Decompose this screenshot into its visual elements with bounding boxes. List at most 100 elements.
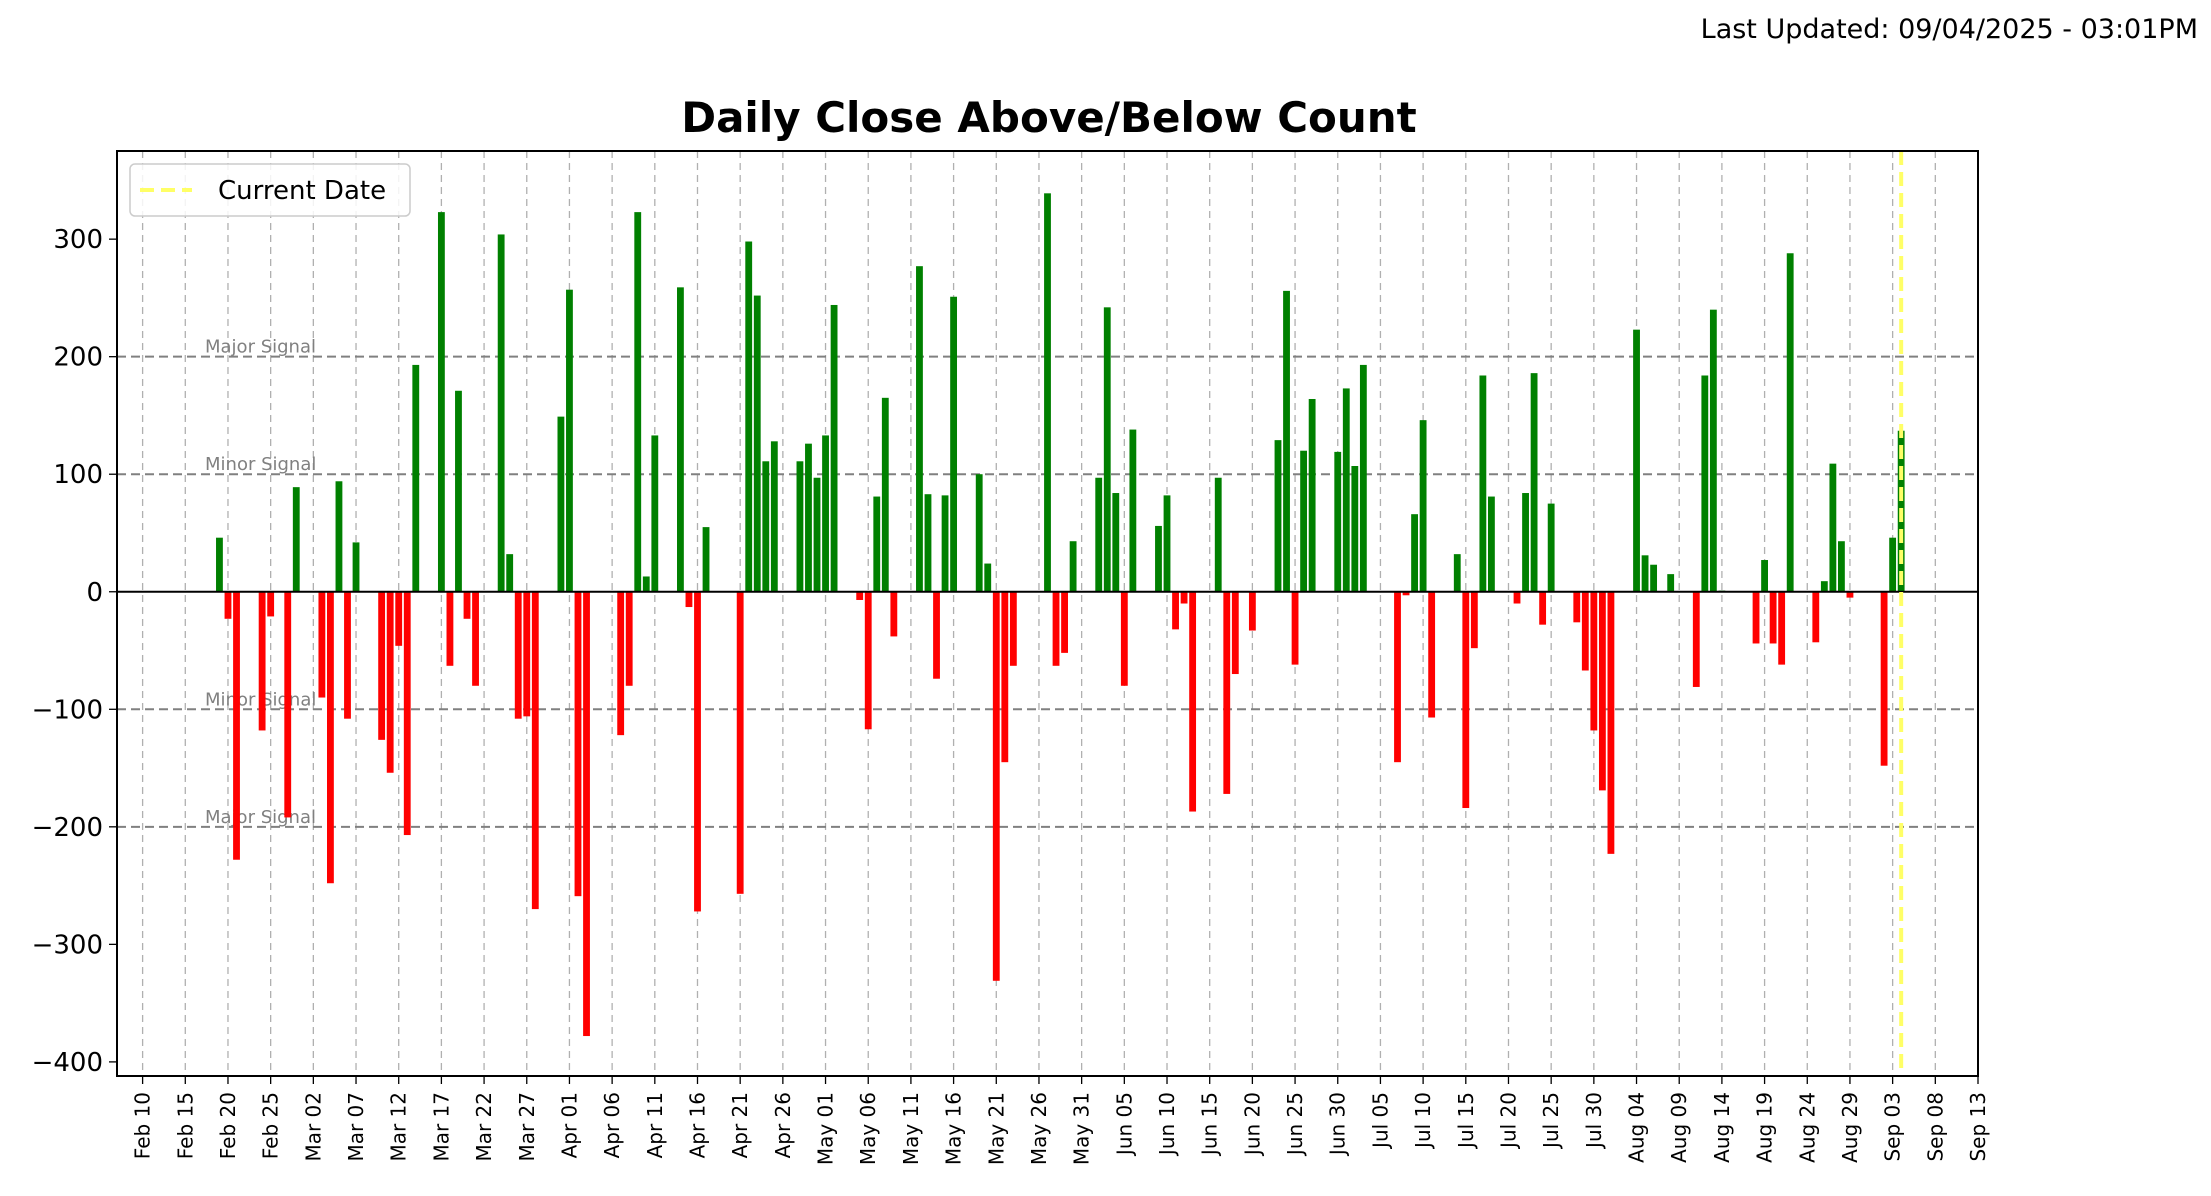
- bar: [1829, 463, 1837, 592]
- bar: [1052, 591, 1060, 666]
- x-tick-label: Mar 17: [429, 1092, 453, 1162]
- bar: [583, 591, 590, 1037]
- bar: [1820, 581, 1828, 592]
- x-tick-label: Jun 30: [1326, 1092, 1350, 1157]
- bar: [992, 591, 1000, 981]
- y-tick-label: 200: [53, 343, 103, 373]
- bar: [437, 212, 445, 592]
- bar: [1274, 440, 1282, 592]
- bar: [873, 496, 881, 592]
- bar: [1513, 591, 1521, 604]
- bar: [1103, 307, 1111, 592]
- bar: [796, 461, 804, 592]
- bar: [1479, 375, 1487, 592]
- x-tick-label: Aug 24: [1795, 1092, 1819, 1163]
- bar: [822, 435, 829, 592]
- bar: [1419, 420, 1427, 592]
- bar: [1487, 496, 1495, 592]
- axes-layer: Feb 10 Feb 15 Feb 20 Feb 25 Mar 02 Mar 07 Mar …: [32, 150, 1990, 1165]
- bar: [395, 591, 403, 646]
- bar: [685, 591, 693, 608]
- bar: [472, 591, 479, 686]
- x-tick-label: Apr 06: [600, 1092, 624, 1158]
- bar: [1351, 465, 1359, 592]
- x-tick-label: Mar 12: [387, 1092, 411, 1162]
- bar: [1428, 591, 1436, 718]
- bar: [1786, 253, 1794, 592]
- bar: [1889, 537, 1897, 592]
- bar: [284, 591, 292, 818]
- bar: [1462, 591, 1470, 809]
- bar: [327, 591, 334, 884]
- x-tick-label: Feb 15: [173, 1092, 197, 1159]
- x-tick-label: Jul 30: [1582, 1092, 1606, 1150]
- chart-title: Daily Close Above/Below Count: [681, 93, 1417, 142]
- bar: [1633, 329, 1640, 592]
- bar: [805, 443, 812, 592]
- bar: [216, 537, 223, 592]
- x-tick-label: Jun 15: [1198, 1092, 1222, 1157]
- bar: [762, 461, 770, 592]
- bar: [702, 527, 710, 592]
- bar: [1598, 591, 1606, 791]
- x-tick-label: Jul 15: [1454, 1092, 1478, 1150]
- x-tick-label: May 31: [1070, 1092, 1094, 1165]
- bar: [770, 441, 778, 592]
- bar: [1069, 541, 1077, 592]
- bar: [694, 591, 701, 912]
- bar: [1359, 364, 1367, 592]
- bar: [1172, 591, 1179, 630]
- bar: [574, 591, 582, 897]
- bar: [1701, 375, 1709, 592]
- x-tick-label: Aug 19: [1753, 1092, 1777, 1163]
- x-tick-label: May 11: [899, 1092, 923, 1165]
- bar: [318, 591, 326, 698]
- bar: [830, 304, 838, 592]
- bar: [950, 296, 958, 592]
- y-tick-label: −200: [32, 813, 103, 843]
- bar: [1394, 591, 1401, 763]
- bar: [634, 212, 642, 592]
- bar: [1837, 541, 1845, 592]
- bar: [1300, 450, 1308, 592]
- reference-line-label: Major Signal: [205, 807, 316, 828]
- bar: [1223, 591, 1231, 794]
- bar: [1769, 591, 1777, 644]
- bar: [1342, 388, 1350, 592]
- bar: [625, 591, 633, 686]
- bar: [233, 591, 240, 860]
- x-tick-label: Jul 20: [1496, 1092, 1520, 1150]
- bar: [1573, 591, 1581, 623]
- bar: [1180, 591, 1188, 604]
- x-tick-label: Apr 21: [728, 1092, 752, 1158]
- bar: [1453, 554, 1461, 592]
- bar: [531, 591, 539, 910]
- bar: [335, 481, 343, 592]
- bar: [1470, 591, 1478, 649]
- bar: [1650, 564, 1658, 592]
- bar: [1581, 591, 1589, 671]
- x-tick-label: Sep 13: [1966, 1092, 1990, 1162]
- bar: [258, 591, 266, 731]
- bar: [1214, 477, 1222, 592]
- bar: [984, 563, 992, 592]
- bar: [557, 416, 565, 592]
- bar: [378, 591, 386, 740]
- x-tick-label: Feb 25: [259, 1092, 283, 1159]
- last-updated-text: Last Updated: 09/04/2025 - 03:01PM: [1700, 14, 2198, 45]
- bar: [924, 494, 932, 592]
- grid-layer: [141, 151, 1979, 1076]
- bar: [642, 576, 650, 592]
- bar: [1231, 591, 1239, 675]
- legend: Current Date: [129, 163, 411, 217]
- bar: [1752, 591, 1760, 644]
- bar: [1411, 514, 1418, 592]
- bar: [1095, 477, 1103, 592]
- reference-line-label: Minor Signal: [205, 454, 316, 475]
- bar: [975, 474, 983, 592]
- bar: [881, 397, 889, 592]
- x-tick-label: Jul 25: [1539, 1092, 1563, 1150]
- bar: [1009, 591, 1017, 666]
- bar: [1530, 373, 1538, 592]
- bar: [224, 591, 232, 619]
